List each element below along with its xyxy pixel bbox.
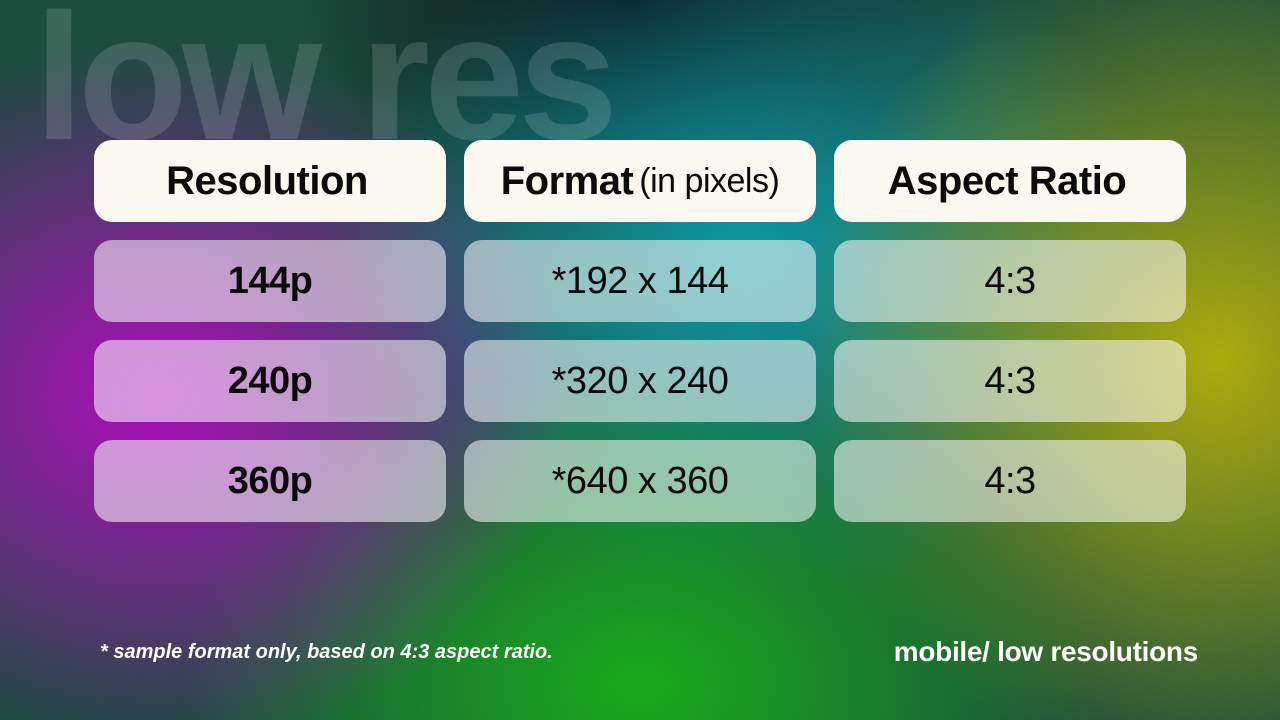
table-row: 144p *192 x 144 4:3 [94,240,1186,322]
cell-format: *320 x 240 [464,340,816,422]
cell-resolution: 240p [94,340,446,422]
cell-resolution: 144p [94,240,446,322]
col-header-label: Format [501,159,634,204]
col-header-format: Format (in pixels) [464,140,816,222]
cell-format: *192 x 144 [464,240,816,322]
table-row: 240p *320 x 240 4:3 [94,340,1186,422]
col-header-aspect: Aspect Ratio [834,140,1186,222]
cell-aspect: 4:3 [834,340,1186,422]
cell-format: *640 x 360 [464,440,816,522]
footnote: * sample format only, based on 4:3 aspec… [100,641,553,664]
cell-aspect: 4:3 [834,240,1186,322]
cell-aspect: 4:3 [834,440,1186,522]
col-header-label: Resolution [166,159,368,204]
caption: mobile/ low resolutions [894,636,1198,668]
table-header-row: Resolution Format (in pixels) Aspect Rat… [94,140,1186,222]
col-header-resolution: Resolution [94,140,446,222]
col-header-label: Aspect Ratio [888,159,1127,204]
cell-resolution: 360p [94,440,446,522]
resolution-table: Resolution Format (in pixels) Aspect Rat… [94,140,1186,522]
table-row: 360p *640 x 360 4:3 [94,440,1186,522]
col-header-sub: (in pixels) [639,162,779,201]
